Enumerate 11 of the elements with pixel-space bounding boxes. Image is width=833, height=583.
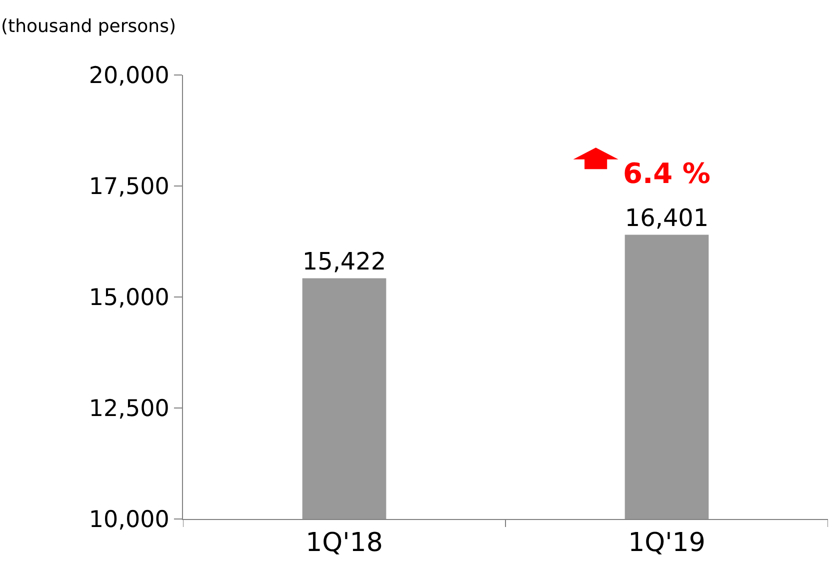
data-label: 16,401: [624, 204, 709, 232]
y-tick-label: 10,000: [88, 507, 170, 534]
y-tick-label: 17,500: [88, 174, 170, 200]
data-label: 15,422: [302, 247, 386, 276]
x-tick-label: 1Q'18: [306, 528, 383, 558]
y-tick-label: 12,500: [88, 396, 170, 422]
y-axis-title: (thousand persons): [1, 16, 176, 37]
y-tick-label: 20,000: [88, 63, 170, 90]
y-tick-label: 15,000: [88, 285, 170, 312]
x-tick-label: 1Q'19: [628, 528, 706, 558]
annotation: 6.4 %: [623, 157, 710, 190]
